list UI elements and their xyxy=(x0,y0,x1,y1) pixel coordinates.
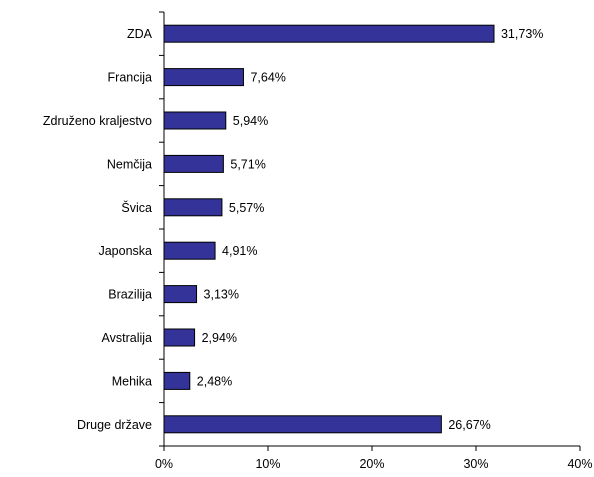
category-label: Združeno kraljestvo xyxy=(43,114,152,128)
data-label: 5,94% xyxy=(233,114,268,128)
category-label: Nemčija xyxy=(107,157,152,171)
category-label: Francija xyxy=(108,71,153,85)
data-label: 2,94% xyxy=(202,331,237,345)
category-label: Mehika xyxy=(112,374,152,388)
bar xyxy=(163,198,223,217)
category-label: ZDA xyxy=(127,27,153,41)
axes-layer xyxy=(159,11,581,451)
bar xyxy=(163,154,224,173)
data-label: 5,71% xyxy=(230,157,265,171)
labels-layer: ZDA 31,73% Francija 7,64% Združeno kraljestv… xyxy=(43,27,593,471)
bar xyxy=(163,328,196,347)
bar xyxy=(163,415,442,434)
x-tick-label: 10% xyxy=(255,457,280,471)
bar xyxy=(163,285,198,304)
bar xyxy=(163,371,191,390)
category-label: Japonska xyxy=(98,244,152,258)
bar xyxy=(163,241,216,260)
data-label: 26,67% xyxy=(448,418,490,432)
category-label: Druge države xyxy=(77,418,152,432)
x-tick-label: 40% xyxy=(567,457,592,471)
bar xyxy=(163,111,227,130)
x-tick-label: 30% xyxy=(463,457,488,471)
data-label: 7,64% xyxy=(250,71,285,85)
category-label: Švica xyxy=(121,200,152,215)
data-label: 31,73% xyxy=(501,27,543,41)
data-label: 4,91% xyxy=(222,244,257,258)
x-tick-label: 20% xyxy=(359,457,384,471)
bars-layer xyxy=(163,24,495,434)
data-label: 3,13% xyxy=(204,288,239,302)
x-tick-label: 0% xyxy=(155,457,173,471)
category-label: Avstralija xyxy=(102,331,153,345)
bar xyxy=(163,68,244,87)
data-label: 2,48% xyxy=(197,374,232,388)
data-label: 5,57% xyxy=(229,201,264,215)
category-label: Brazilija xyxy=(108,288,152,302)
bar xyxy=(163,24,495,43)
